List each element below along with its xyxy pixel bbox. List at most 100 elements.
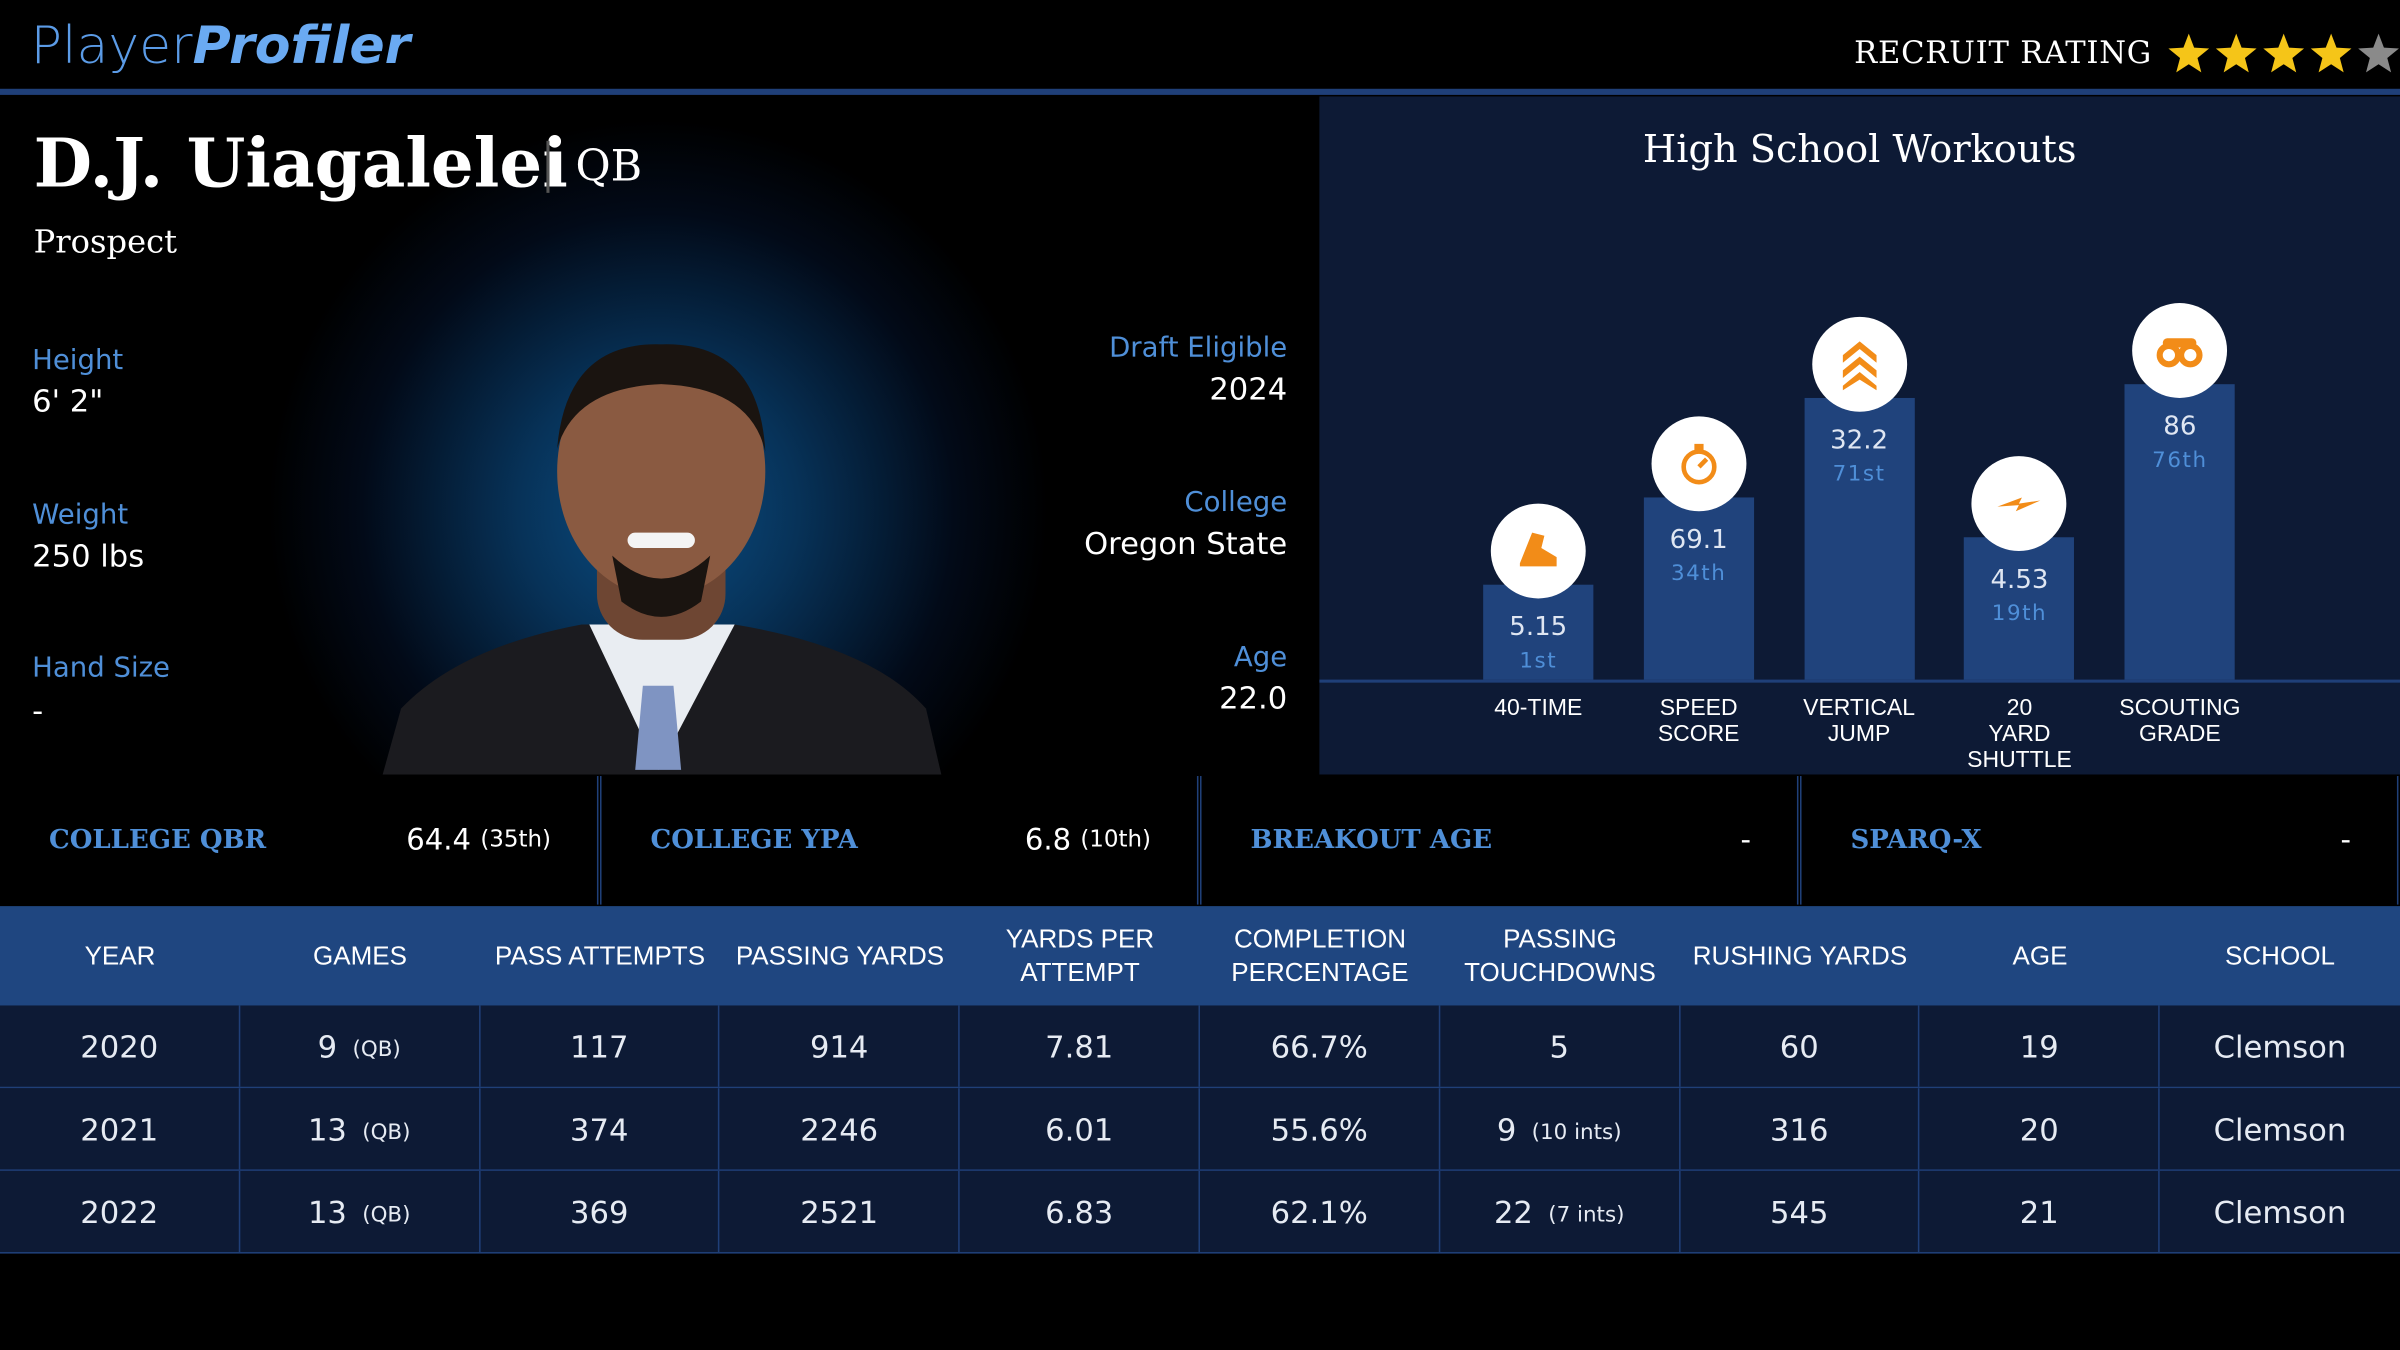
baseline [1319,679,2400,683]
stat-strip: COLLEGE QBR 64.4 (35th) COLLEGE YPA 6.8 (10… [0,776,2400,905]
recruit-label: RECRUIT RATING [1854,33,2153,71]
draft-value: 2024 [1209,370,1288,408]
cell-value: 7.81 [1045,1027,1114,1065]
hand-value: - [32,691,44,729]
column-header: COMPLETION PERCENTAGE [1231,923,1409,987]
cell-note: (10 ints) [1531,1119,1622,1145]
cell-note: (QB) [362,1119,411,1145]
college-value: Oregon State [1084,524,1288,562]
column-header: AGE [2012,940,2068,970]
cell-value: 2246 [800,1110,879,1148]
stat-number: - [1740,823,1752,858]
stat-value: 64.4 (35th) [406,823,551,857]
cell-value: 2521 [800,1193,879,1230]
stat-value: - [1741,823,1751,857]
stat-number: 64.4 [406,823,472,858]
workout-value: 4.53 [1990,564,2049,596]
workout-icon [1972,455,2067,551]
icon-glyph [1519,533,1557,567]
star [2358,33,2399,73]
cell-value: Clemson [2213,1027,2347,1065]
workout-value: 32.2 [1830,425,1889,456]
cell-value: 55.6% [1270,1110,1368,1148]
stat-value: - [2341,823,2351,857]
icon-glyph [2156,338,2203,368]
table-cell: 22 (7 ints) [1440,1170,1680,1253]
stat-number: 6.8 [1024,823,1072,858]
workout-bar [1964,536,2075,680]
table-cell: 62.1% [1200,1170,1440,1253]
cell-value: 545 [1769,1193,1829,1230]
player-name: D.J. Uiagalelei [33,125,568,204]
stat-number: - [2340,823,2352,858]
workout-bar [2124,384,2235,680]
workouts-panel: High School Workouts 5.15 1st 40-TIME 69.1 3… [1319,96,2400,775]
table-cell: 6.83 [960,1170,1200,1253]
stat-box: SPARQ-X - [1799,776,2399,905]
table-row: 2021 13 (QB) 374 2246 6.01 55.6% 9 (10 ints) 316 2… [0,1088,2400,1171]
table-cell: 60 [1680,1005,1920,1087]
table-cell: 2246 [720,1088,960,1170]
column-header: GAMES [312,940,407,970]
table-cell: 316 [1680,1088,1920,1170]
height-label: Height [32,344,124,377]
stars-svg [2168,33,2399,73]
cell-value: 316 [1769,1110,1829,1148]
workout-bar [1643,496,1754,680]
workout-label: SCOUTING GRADE [2119,694,2241,747]
name-divider [546,140,550,193]
cell-value: 60 [1779,1027,1819,1065]
logo-part: Profiler [192,15,411,77]
column-header: RUSHING YARDS [1692,940,1908,970]
profile-panel [0,96,1320,775]
table-cell: 20 [1920,1088,2160,1170]
age-value: 22.0 [1219,679,1288,717]
cell-value: 19 [2019,1027,2059,1065]
stats-table: YEAR GAMES PASS ATTEMPTS PASSING YARDS YARDS… [0,906,2400,1254]
column-header: PASSING YARDS [735,940,945,970]
icon-glyph [1842,340,1876,390]
workout-label: 40-TIME [1494,694,1583,721]
table-cell: Clemson [2160,1088,2400,1169]
cell-value: 9 [317,1027,338,1065]
table-cell: 369 [480,1170,720,1253]
logo[interactable]: PlayerProfiler [31,15,411,76]
workout-bar [1803,397,1915,680]
cell-value: 2020 [80,1027,159,1065]
workout-icon [1811,316,1907,412]
workout-icon [1651,415,1747,511]
icon-glyph [1681,443,1717,484]
cell-value: 6.01 [1045,1110,1114,1148]
star [2310,33,2352,73]
stat-label: COLLEGE QBR [48,824,267,856]
cell-value: 21 [2019,1193,2059,1230]
cell-value: 5 [1549,1027,1569,1065]
workout-bar [1483,585,1594,680]
table-cell: 374 [480,1088,720,1170]
table-cell: 5 [1440,1005,1680,1087]
table-cell: 2021 [0,1088,240,1170]
cell-value: 2021 [80,1110,159,1148]
table-cell: 117 [480,1005,720,1087]
table-cell: 545 [1680,1170,1920,1253]
star-rating [2164,28,2400,80]
cell-value: 6.83 [1045,1193,1114,1230]
table-row: 2020 9 (QB) 117 914 7.81 66.7% 5 60 19 Clemson [0,1005,2400,1089]
table-cell: Clemson [2160,1171,2400,1252]
table-cell: Clemson [2160,1006,2400,1087]
cell-value: 22 [1493,1193,1533,1230]
cell-value: 13 [307,1110,347,1148]
cell-note: (7 ints) [1548,1202,1625,1227]
stat-rank: (35th) [480,824,552,853]
column-header: PASSING TOUCHDOWNS [1464,923,1656,987]
workouts-title: High School Workouts [1642,127,2077,172]
age-label: Age [1233,641,1288,674]
column-header: SCHOOL [2225,940,2335,970]
workout-percentile: 34th [1670,560,1727,586]
position: QB [575,140,643,192]
cell-value: 914 [809,1027,869,1065]
workout-percentile: 1st [1519,649,1558,674]
workout-label: VERTICAL JUMP [1803,694,1916,747]
top-rule [0,88,2400,95]
icon-glyph [1998,497,2041,511]
